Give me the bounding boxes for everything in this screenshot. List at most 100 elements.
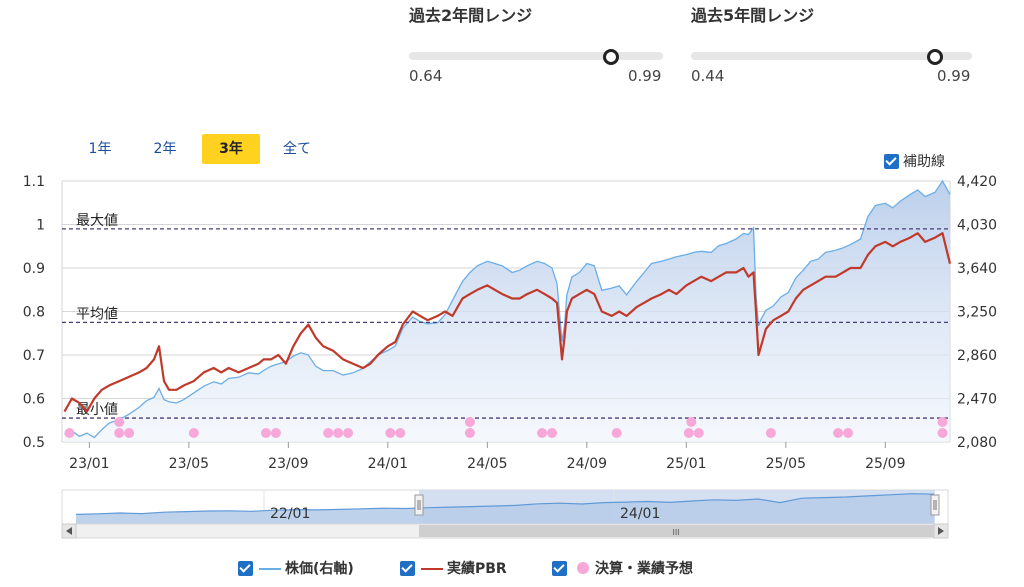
tab-1y[interactable]: 1年 — [88, 141, 112, 157]
left-tick-label: 1.1 — [23, 174, 45, 190]
range-5y-title: 過去5年間レンジ — [691, 6, 815, 25]
left-tick-label: 0.5 — [23, 435, 45, 451]
price-line — [64, 179, 951, 439]
navigator-line — [75, 493, 935, 515]
navigator-label-2: 24/01 — [620, 506, 660, 522]
x-tick-label: 23/05 — [169, 456, 209, 472]
event-marker — [464, 428, 475, 438]
range-2y-title: 過去2年間レンジ — [409, 6, 533, 25]
legend-pbr-checkbox[interactable] — [400, 561, 415, 576]
price-area — [64, 181, 950, 442]
navigator-scroll-thumb[interactable] — [419, 525, 935, 537]
event-marker — [124, 428, 135, 438]
range-2y-min: 0.64 — [409, 67, 443, 85]
range-navigator[interactable]: 22/01 24/01 III — [0, 487, 1024, 547]
range-5y-marker — [927, 49, 943, 65]
legend-price-checkbox[interactable] — [238, 561, 253, 576]
legend-pbr-swatch — [421, 568, 443, 570]
event-marker — [343, 428, 354, 438]
legend-price-swatch — [259, 568, 281, 570]
left-tick-label: 0.9 — [23, 261, 45, 277]
event-marker — [537, 428, 548, 438]
right-tick-label: 4,030 — [957, 218, 997, 234]
event-marker — [188, 428, 199, 438]
reference-line-label: 平均値 — [76, 306, 118, 322]
tab-all[interactable]: 全て — [283, 141, 311, 157]
event-marker — [686, 417, 697, 427]
aux-lines-label: 補助線 — [903, 154, 945, 170]
event-marker — [547, 428, 558, 438]
legend-price-label: 株価(右軸) — [285, 561, 354, 577]
tab-3y[interactable]: 3年 — [202, 134, 260, 164]
left-tick-label: 0.6 — [23, 392, 45, 408]
x-tick-label: 25/01 — [666, 456, 706, 472]
x-tick-label: 24/01 — [368, 456, 408, 472]
scroll-grip: III — [672, 528, 679, 537]
event-marker — [683, 428, 694, 438]
right-tick-label: 3,640 — [957, 261, 997, 277]
event-marker — [270, 428, 281, 438]
x-tick-label: 25/05 — [766, 456, 806, 472]
navigator-label-1: 22/01 — [270, 506, 310, 522]
event-marker — [464, 417, 475, 427]
left-axis: 1.1 1 0.9 0.8 0.7 0.6 0.5 — [23, 174, 45, 451]
x-axis: 23/01 23/05 23/09 24/01 24/05 24/09 25/01 25/05… — [69, 442, 906, 472]
right-tick-label: 3,250 — [957, 305, 997, 321]
x-tick-label: 24/05 — [467, 456, 507, 472]
navigator-handle-right[interactable] — [930, 494, 940, 516]
navigator-handle-left[interactable] — [414, 494, 424, 516]
reference-line-label: 最小値 — [76, 402, 118, 418]
event-marker — [833, 428, 844, 438]
event-marker — [395, 428, 406, 438]
left-tick-label: 0.8 — [23, 305, 45, 321]
event-marker — [260, 428, 271, 438]
x-tick-label: 23/01 — [69, 456, 109, 472]
right-axis: 4,420 4,030 3,640 3,250 2,860 2,470 2,080 — [957, 174, 997, 451]
right-tick-label: 2,470 — [957, 392, 997, 408]
range-5y-min: 0.44 — [691, 67, 725, 85]
left-tick-label: 0.7 — [23, 348, 45, 364]
legend-events-label: 決算・業績予想 — [595, 561, 693, 577]
x-tick-label: 23/09 — [268, 456, 308, 472]
right-tick-label: 4,420 — [957, 174, 997, 190]
aux-lines-toggle[interactable]: 補助線 — [884, 151, 945, 171]
event-marker — [765, 428, 776, 438]
scroll-left-button[interactable] — [61, 523, 77, 539]
event-marker — [611, 428, 622, 438]
range-2y-max: 0.99 — [628, 67, 662, 85]
event-marker — [114, 417, 125, 427]
x-tick-label: 25/09 — [865, 456, 905, 472]
legend-events-checkbox[interactable] — [552, 561, 567, 576]
reference-line-label: 最大値 — [76, 213, 118, 229]
legend-item-pbr[interactable]: 実績PBR — [400, 557, 507, 581]
right-tick-label: 2,080 — [957, 435, 997, 451]
event-marker — [64, 428, 75, 438]
legend-events-swatch — [577, 562, 589, 574]
event-marker — [843, 428, 854, 438]
event-marker — [323, 428, 334, 438]
legend-pbr-label: 実績PBR — [447, 561, 507, 577]
scroll-right-button[interactable] — [933, 523, 949, 539]
x-tick-label: 24/09 — [567, 456, 607, 472]
range-5y-track — [691, 52, 972, 60]
event-marker — [693, 428, 704, 438]
event-marker — [333, 428, 344, 438]
legend-item-events[interactable]: 決算・業績予想 — [552, 557, 693, 581]
chart-legend: 株価(右軸) 実績PBR 決算・業績予想 — [0, 557, 1024, 581]
pbr-line — [63, 232, 952, 413]
aux-lines-checkbox[interactable] — [884, 154, 899, 169]
range-2y-track — [409, 52, 663, 60]
event-marker — [114, 428, 125, 438]
event-marker — [937, 417, 948, 427]
event-markers — [64, 417, 948, 438]
navigator-area — [76, 493, 934, 524]
legend-item-price[interactable]: 株価(右軸) — [238, 557, 354, 581]
event-marker — [385, 428, 396, 438]
range-2y-marker — [603, 49, 619, 65]
right-tick-label: 2,860 — [957, 348, 997, 364]
range-5y-max: 0.99 — [937, 67, 971, 85]
tab-2y[interactable]: 2年 — [153, 141, 177, 157]
event-marker — [937, 428, 948, 438]
